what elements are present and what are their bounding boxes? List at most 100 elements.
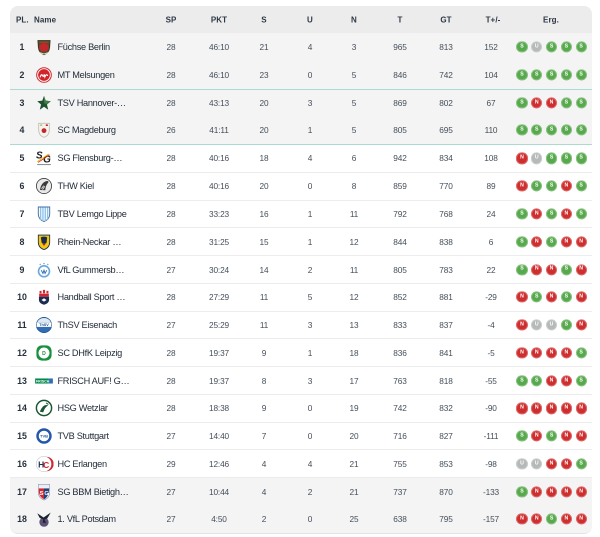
goals-against-value: 853 [439, 458, 453, 469]
wins-value: 20 [259, 181, 269, 192]
goals-for-value: 763 [393, 375, 407, 386]
rank-label: 1 [19, 41, 25, 52]
table-row[interactable]: 12 D SC DHfK Leipzig 28 19:37 9 1 18 836… [10, 338, 592, 367]
team-name: FRISCH AUF! G… [57, 375, 130, 386]
goal-diff-value: 152 [484, 41, 498, 52]
draws-value: 0 [307, 403, 313, 414]
table-row[interactable]: 3 TSV Hannover-… 28 43:13 20 3 5 869 802… [10, 88, 592, 117]
goal-diff-value: 108 [484, 153, 498, 164]
points-value: 18:38 [208, 403, 230, 414]
result-badge-n: N [531, 430, 543, 442]
result-badge-n: N [531, 486, 543, 498]
table-row[interactable]: 1 Füchse Berlin 28 46:10 21 4 3 965 813 … [10, 33, 592, 61]
goals-against-value: 881 [439, 292, 453, 303]
svg-text:TVB: TVB [40, 434, 48, 439]
goal-diff-value: 22 [486, 264, 496, 275]
losses-value: 8 [351, 181, 357, 192]
games-played-value: 27 [166, 513, 176, 524]
table-row[interactable]: 7 TBV Lemgo Lippe 28 33:23 16 1 11 792 7… [10, 199, 592, 228]
result-badge-n: N [575, 236, 587, 248]
result-badge-n: N [560, 180, 572, 192]
result-badge-u: U [516, 458, 528, 470]
table-row[interactable]: 4 SC Magdeburg 26 41:11 20 1 5 805 695 1… [10, 116, 592, 145]
losses-value: 3 [351, 41, 357, 52]
table-row[interactable]: 18 1. VfL Potsdam 27 4:50 2 0 25 638 795… [10, 505, 592, 533]
goals-for-value: 742 [393, 403, 407, 414]
table-row[interactable]: 11 ThSV ThSV Eisenach 27 25:29 11 3 13 8… [10, 310, 592, 339]
rank-label: 4 [19, 125, 25, 136]
table-header-row: PL. Name SP PKT S U N T GT T+/- Erg. [10, 6, 592, 33]
svg-text:G: G [43, 155, 51, 166]
result-badge-s: S [545, 513, 558, 525]
team-name: TSV Hannover-… [57, 97, 127, 108]
result-badge-u: U [545, 319, 558, 331]
result-badge-s: S [516, 236, 528, 248]
result-badge-s: S [560, 291, 572, 303]
result-badge-s: S [516, 97, 528, 109]
wins-value: 14 [259, 264, 269, 275]
draws-value: 2 [307, 486, 313, 497]
result-badge-s: S [531, 69, 543, 81]
result-badge-s: S [560, 124, 572, 136]
points-value: 14:40 [208, 431, 230, 442]
result-badge-n: N [516, 180, 528, 192]
result-badge-s: S [575, 208, 587, 220]
club-logo-icon: ThSV [34, 316, 53, 335]
result-badge-s: S [575, 41, 587, 53]
table-row[interactable]: 8 Rhein-Neckar … 28 31:25 15 1 12 844 83… [10, 227, 592, 256]
team-name: Handball Sport … [57, 292, 126, 303]
losses-value: 5 [351, 97, 357, 108]
result-badge-n: N [531, 236, 543, 248]
wins-value: 23 [259, 69, 269, 80]
result-badge-n: N [531, 402, 543, 414]
rank-label: 12 [17, 347, 27, 358]
column-header-gt: GT [440, 15, 452, 24]
column-header-erg: Erg. [543, 15, 559, 24]
wins-value: 9 [261, 347, 267, 358]
result-badge-n: N [545, 97, 558, 109]
result-badge-u: U [531, 319, 543, 331]
result-badge-s: S [575, 124, 587, 136]
goals-for-value: 638 [393, 513, 407, 524]
table-row[interactable]: 14 HSG Wetzlar 28 18:38 9 0 19 742 832 -… [10, 393, 592, 422]
team-name: THW Kiel [57, 181, 95, 192]
rank-label: 3 [19, 97, 25, 108]
table-row[interactable]: 9 VfL Gummersb… 27 30:24 14 2 11 805 783… [10, 255, 592, 283]
team-name: SC DHfK Leipzig [57, 347, 123, 358]
table-row[interactable]: 10 Handball Sport … 28 27:29 11 5 12 852… [10, 282, 592, 311]
result-badge-s: S [516, 69, 528, 81]
result-badge-n: N [560, 458, 572, 470]
team-name: HSG Wetzlar [57, 403, 108, 414]
goal-diff-value: -5 [487, 347, 495, 358]
points-value: 10:44 [208, 486, 230, 497]
svg-text:D: D [42, 351, 46, 357]
result-badge-s: S [575, 97, 587, 109]
goals-against-value: 770 [439, 181, 453, 192]
svg-text:H: H [38, 459, 44, 469]
result-badge-n: N [545, 458, 558, 470]
club-logo-icon [34, 37, 53, 56]
team-name: Rhein-Neckar … [57, 236, 122, 247]
goals-for-value: 869 [393, 97, 407, 108]
points-value: 19:37 [208, 347, 230, 358]
result-badge-s: S [531, 291, 543, 303]
games-played-value: 28 [166, 347, 176, 358]
table-row[interactable]: 2 MT Melsungen 28 46:10 23 0 5 846 742 1… [10, 60, 592, 89]
table-row[interactable]: 15 TVB TVB Stuttgart 27 14:40 7 0 20 716… [10, 421, 592, 450]
table-row[interactable]: 13 FRISCH FRISCH AUF! G… 28 19:37 8 3 17… [10, 366, 592, 394]
goals-against-value: 834 [439, 153, 453, 164]
result-badge-n: N [560, 374, 572, 387]
games-played-value: 27 [166, 431, 176, 442]
